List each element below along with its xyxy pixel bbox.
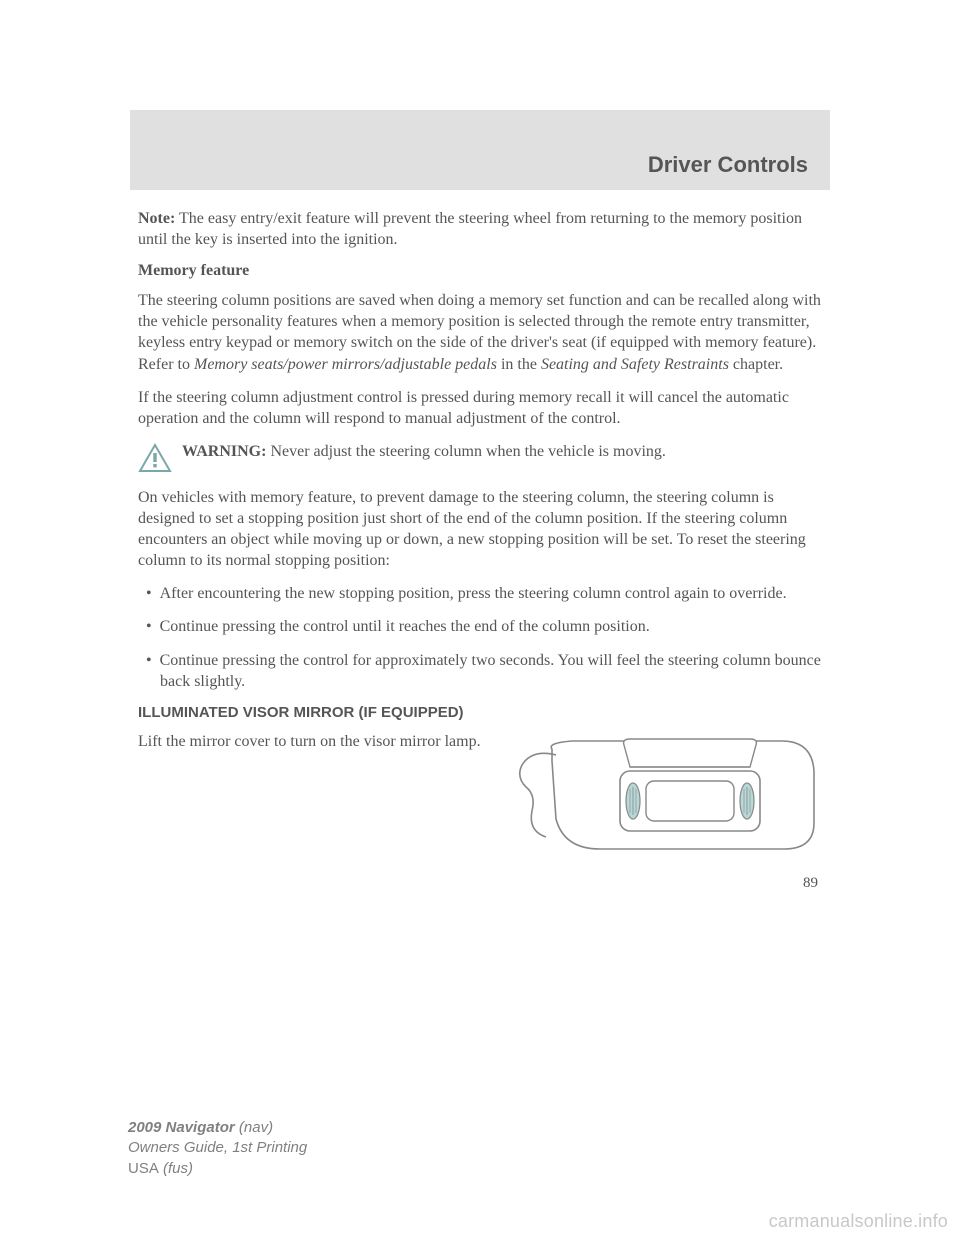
memory-para1-i1: Memory seats/power mirrors/adjustable pe… [194, 356, 497, 373]
warning-label: WARNING: [182, 443, 266, 460]
memory-para1-b: in the [497, 356, 541, 373]
footer-vehicle-code: (nav) [235, 1119, 273, 1136]
warning-triangle-icon [138, 443, 172, 473]
warning-block: WARNING: Never adjust the steering colum… [138, 441, 822, 473]
memory-para-1: The steering column positions are saved … [138, 290, 822, 374]
body-column: Note: The easy entry/exit feature will p… [130, 208, 822, 892]
footer-line-2: Owners Guide, 1st Printing [128, 1138, 307, 1158]
visor-heading: ILLUMINATED VISOR MIRROR (IF EQUIPPED) [138, 704, 822, 721]
visor-row: Lift the mirror cover to turn on the vis… [138, 731, 822, 861]
note-label: Note: [138, 210, 175, 227]
reset-bullets: After encountering the new stopping posi… [138, 583, 822, 691]
warning-body: Never adjust the steering column when th… [266, 443, 665, 460]
footer: 2009 Navigator (nav) Owners Guide, 1st P… [128, 1118, 307, 1179]
watermark: carmanualsonline.info [769, 1211, 948, 1232]
visor-text: Lift the mirror cover to turn on the vis… [138, 731, 502, 752]
footer-vehicle: 2009 Navigator [128, 1119, 235, 1136]
page-content: Driver Controls Note: The easy entry/exi… [130, 110, 830, 892]
visor-mirror-illustration [512, 731, 822, 861]
list-item: Continue pressing the control for approx… [138, 650, 822, 692]
footer-country-code: (fus) [159, 1160, 193, 1177]
footer-line-3: USA (fus) [128, 1159, 307, 1179]
memory-heading: Memory feature [138, 262, 822, 280]
list-item: After encountering the new stopping posi… [138, 583, 822, 604]
reset-para: On vehicles with memory feature, to prev… [138, 487, 822, 571]
section-title: Driver Controls [648, 152, 808, 178]
memory-para1-c: chapter. [729, 356, 783, 373]
footer-country: USA [128, 1160, 159, 1177]
memory-para1-i2: Seating and Safety Restraints [541, 356, 729, 373]
note-paragraph: Note: The easy entry/exit feature will p… [138, 208, 822, 250]
memory-para-2: If the steering column adjustment contro… [138, 387, 822, 429]
page-number: 89 [138, 875, 822, 892]
section-header: Driver Controls [130, 110, 830, 190]
list-item: Continue pressing the control until it r… [138, 616, 822, 637]
note-text: The easy entry/exit feature will prevent… [138, 210, 802, 248]
footer-line-1: 2009 Navigator (nav) [128, 1118, 307, 1138]
warning-text: WARNING: Never adjust the steering colum… [182, 441, 666, 462]
